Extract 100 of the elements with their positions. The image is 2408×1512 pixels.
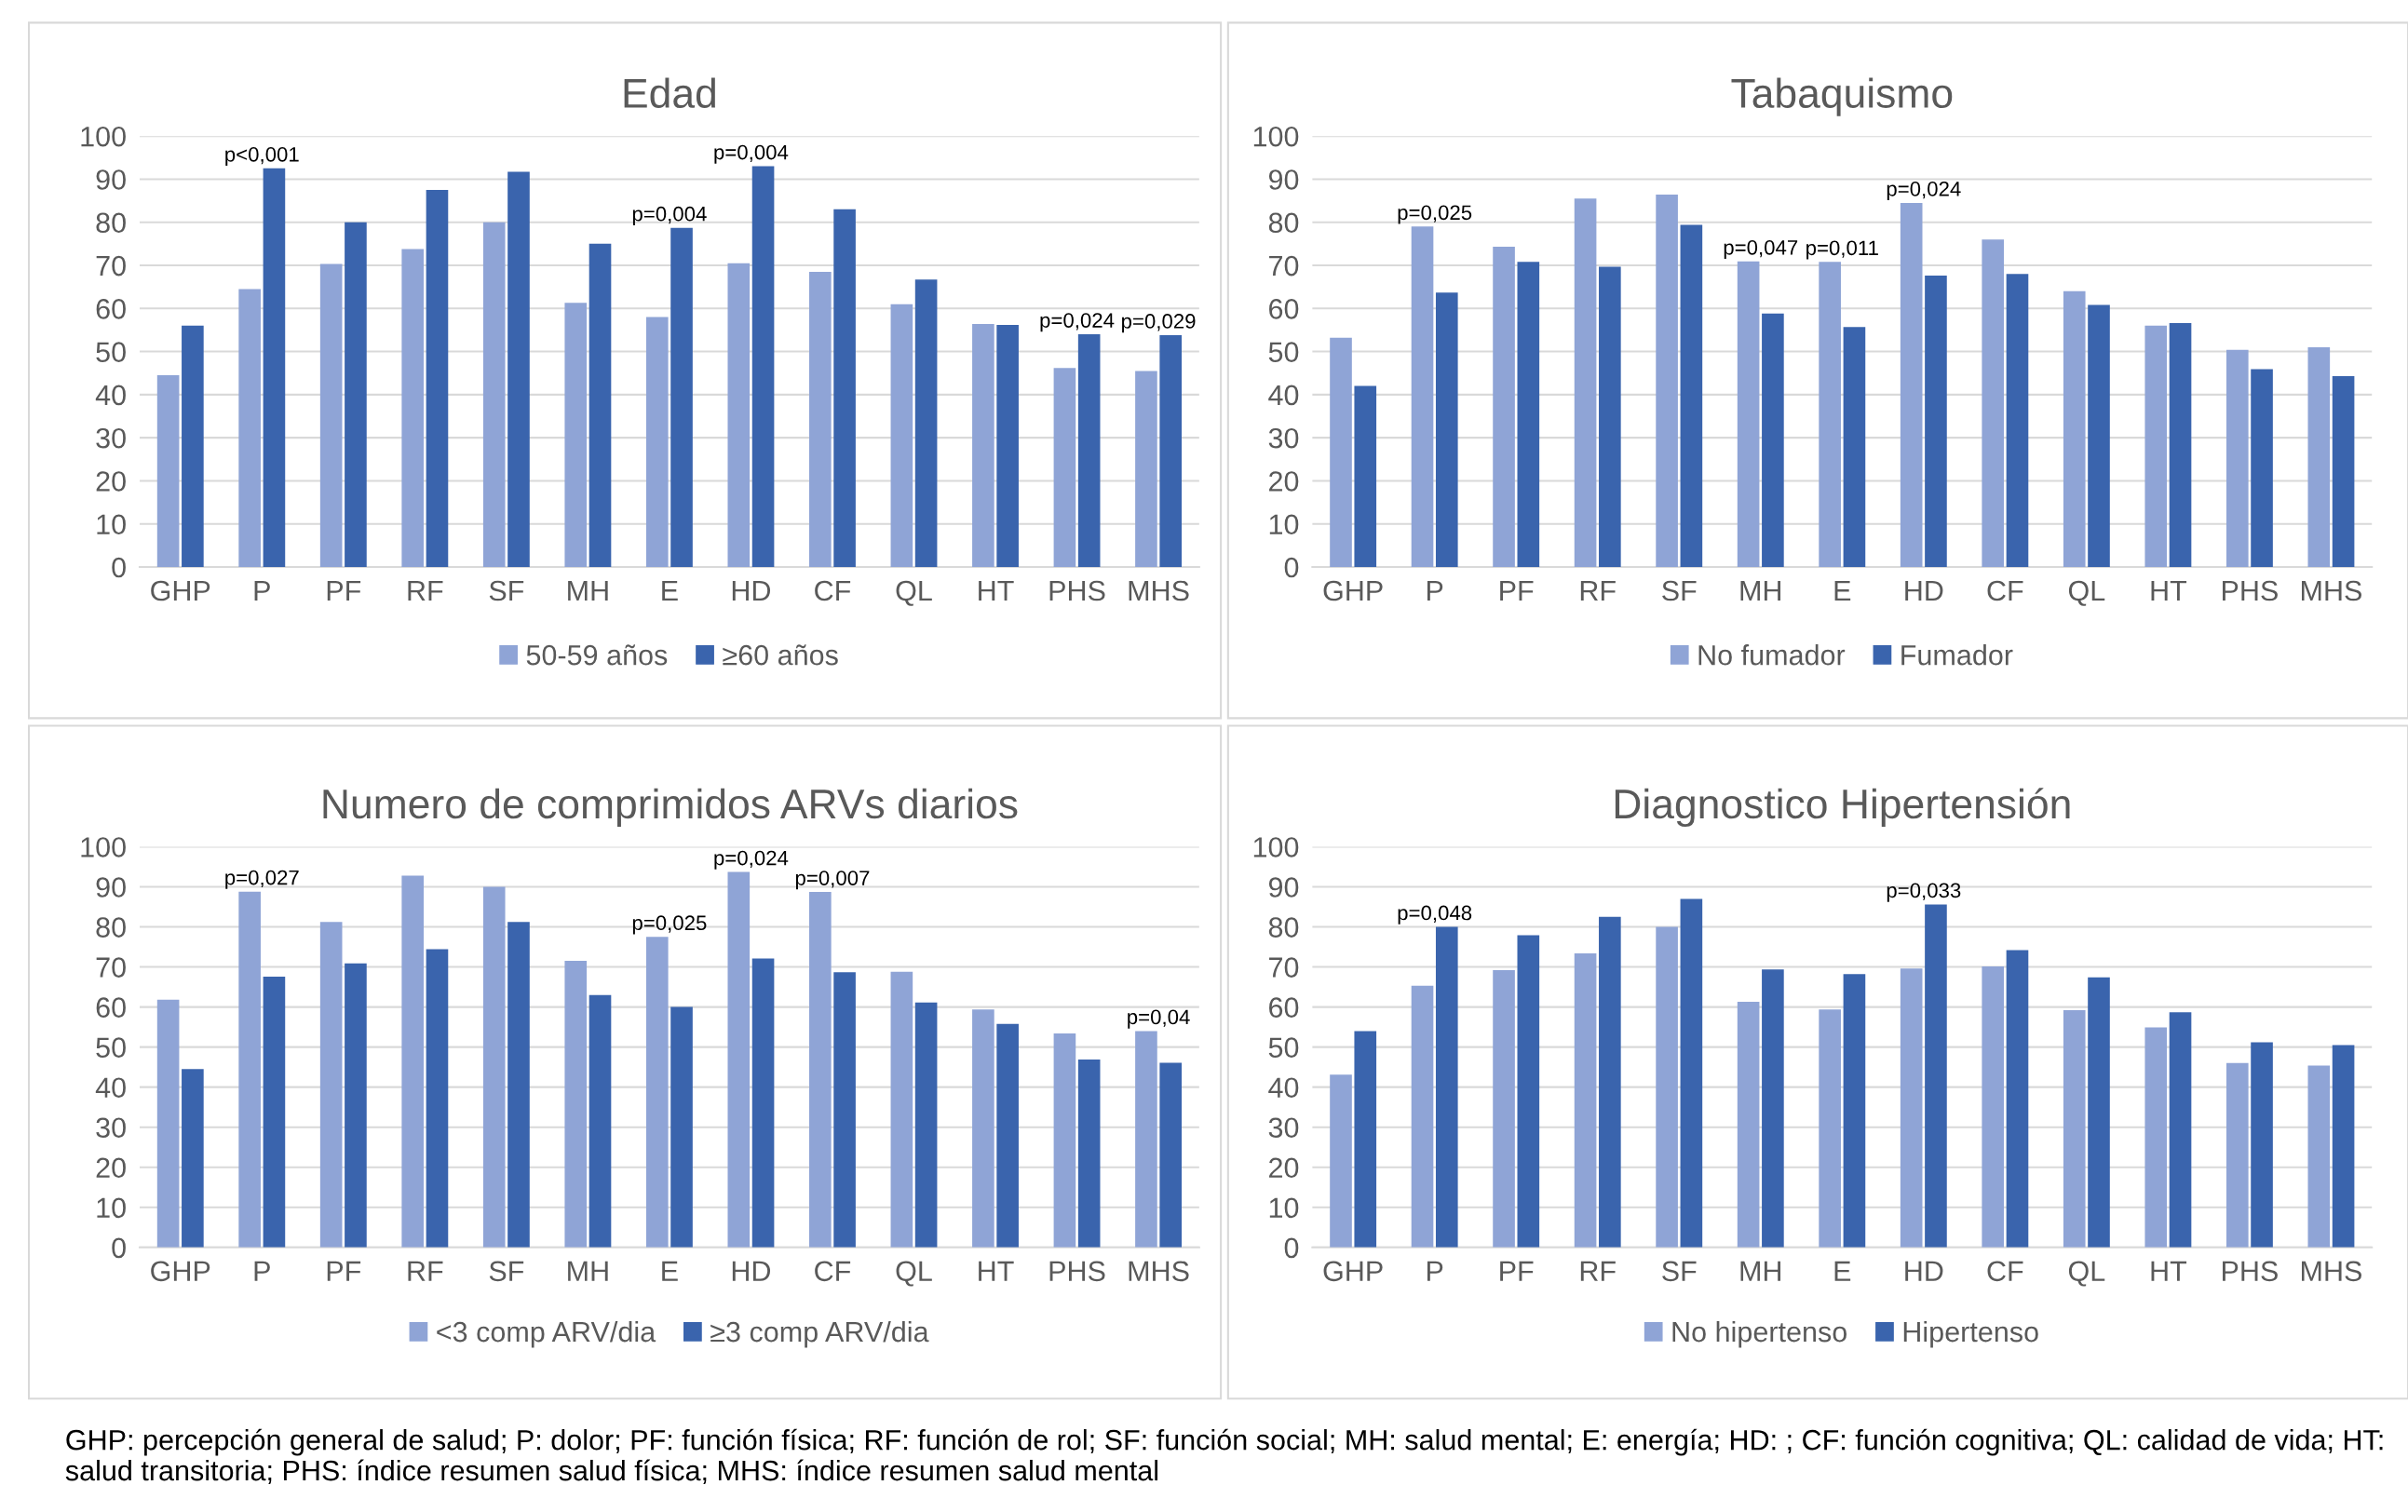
bar [1680, 224, 1703, 567]
bar [426, 190, 449, 567]
bar [1574, 952, 1597, 1248]
bar [2169, 1012, 2192, 1248]
y-tick-label: 60 [1269, 997, 1299, 1018]
x-tick-label: HD [732, 1261, 771, 1281]
x-tick-label: HT [2151, 1261, 2187, 1281]
chart-title: Diagnostico Hipertensión [1615, 788, 2070, 828]
bar [1053, 1033, 1076, 1248]
y-tick-label: 80 [96, 212, 126, 234]
bar [1354, 385, 1377, 567]
x-tick-label: QL [896, 580, 932, 606]
bar [1680, 898, 1703, 1248]
bar [809, 892, 832, 1248]
x-tick-label: SF [489, 1261, 524, 1282]
x-tick-label: PF [327, 1261, 361, 1281]
bar [645, 937, 669, 1248]
y-tick-label: 100 [81, 126, 126, 147]
x-tick-label: HD [1905, 1261, 1943, 1281]
x-tick-label: SF [489, 580, 524, 601]
bar [507, 922, 530, 1248]
y-tick-label: 30 [1268, 427, 1299, 449]
y-tick-label: 90 [96, 169, 126, 190]
bar [890, 304, 913, 567]
bar [1925, 276, 1947, 567]
legend-label: Hipertenso [1903, 1320, 2038, 1348]
bar [263, 168, 286, 567]
bar [1925, 904, 1947, 1248]
bar [1982, 966, 2005, 1248]
x-tick-label: GHP [151, 580, 210, 601]
bar [1656, 926, 1678, 1248]
bar [1982, 239, 2005, 567]
y-tick-label: 90 [1268, 169, 1299, 190]
x-tick-label: CF [1987, 1261, 2023, 1282]
bar [1435, 292, 1458, 567]
x-tick-label: GHP [151, 1261, 210, 1282]
legend-label: No fumador [1698, 644, 1846, 666]
x-tick-label: E [1834, 1261, 1851, 1281]
bar [238, 891, 261, 1248]
bar [182, 325, 204, 567]
chart-title: Edad [624, 77, 715, 109]
bar [972, 1009, 994, 1248]
y-tick-label: 10 [97, 1197, 126, 1219]
y-tick-label: 20 [96, 1157, 126, 1179]
bar [2144, 1027, 2168, 1248]
x-tick-label: RF [408, 581, 443, 601]
x-tick-label: P [254, 1261, 270, 1281]
bar [482, 886, 506, 1248]
x-tick-label: MH [1740, 581, 1781, 601]
bar [1819, 262, 1841, 567]
x-tick-label: CF [815, 1261, 851, 1282]
bar [2063, 1010, 2086, 1248]
bar [1843, 327, 1866, 567]
bar [2332, 1045, 2355, 1248]
bar [2169, 323, 2192, 567]
annotation: p=0,027 [225, 870, 299, 889]
y-tick-label: 10 [1269, 1197, 1299, 1219]
bar [2307, 1065, 2331, 1248]
bar [156, 375, 180, 567]
x-tick-label: E [662, 581, 678, 601]
x-tick-label: CF [815, 580, 851, 601]
y-tick-label: 80 [96, 917, 126, 938]
bar [1135, 1031, 1157, 1248]
legend-label: 50-59 años [526, 644, 668, 666]
bar [890, 971, 913, 1248]
annotation: p=0,029 [1122, 314, 1196, 333]
y-tick-label: 90 [1268, 877, 1299, 898]
y-tick-label: 50 [96, 342, 126, 362]
bar [588, 994, 612, 1248]
bar [319, 263, 343, 567]
bar [1493, 969, 1515, 1248]
bar [996, 1023, 1019, 1248]
bar [1843, 974, 1866, 1248]
y-tick-label: 80 [1268, 212, 1299, 234]
legend-label: ≥60 años [723, 644, 838, 666]
y-tick-label: 80 [1268, 917, 1299, 938]
bar [670, 1006, 693, 1248]
bar [2225, 1062, 2249, 1248]
y-tick-label: 60 [96, 299, 126, 319]
y-tick-label: 0 [1284, 557, 1299, 578]
x-tick-label: PHS [1049, 580, 1105, 601]
annotation: p<0,001 [225, 146, 299, 167]
annotation: p=0,04 [1128, 1009, 1190, 1029]
x-tick-label: PF [327, 581, 361, 601]
bar [2006, 274, 2029, 567]
bar [426, 949, 449, 1248]
chart-title: Numero de comprimidos ARVs diarios [323, 788, 1018, 828]
bar [564, 961, 588, 1248]
bar [238, 289, 261, 567]
annotation: p=0,004 [632, 206, 707, 225]
bar [2307, 346, 2331, 567]
legend-label: ≥3 comp ARV/dia [710, 1320, 929, 1348]
y-tick-label: 50 [1268, 1037, 1299, 1058]
bar [833, 972, 856, 1248]
y-tick-label: 50 [1268, 342, 1299, 362]
x-tick-label: RF [1580, 581, 1616, 601]
bar [507, 171, 530, 567]
bar [1819, 1009, 1841, 1248]
bar [914, 1002, 938, 1248]
y-tick-label: 20 [96, 471, 126, 492]
